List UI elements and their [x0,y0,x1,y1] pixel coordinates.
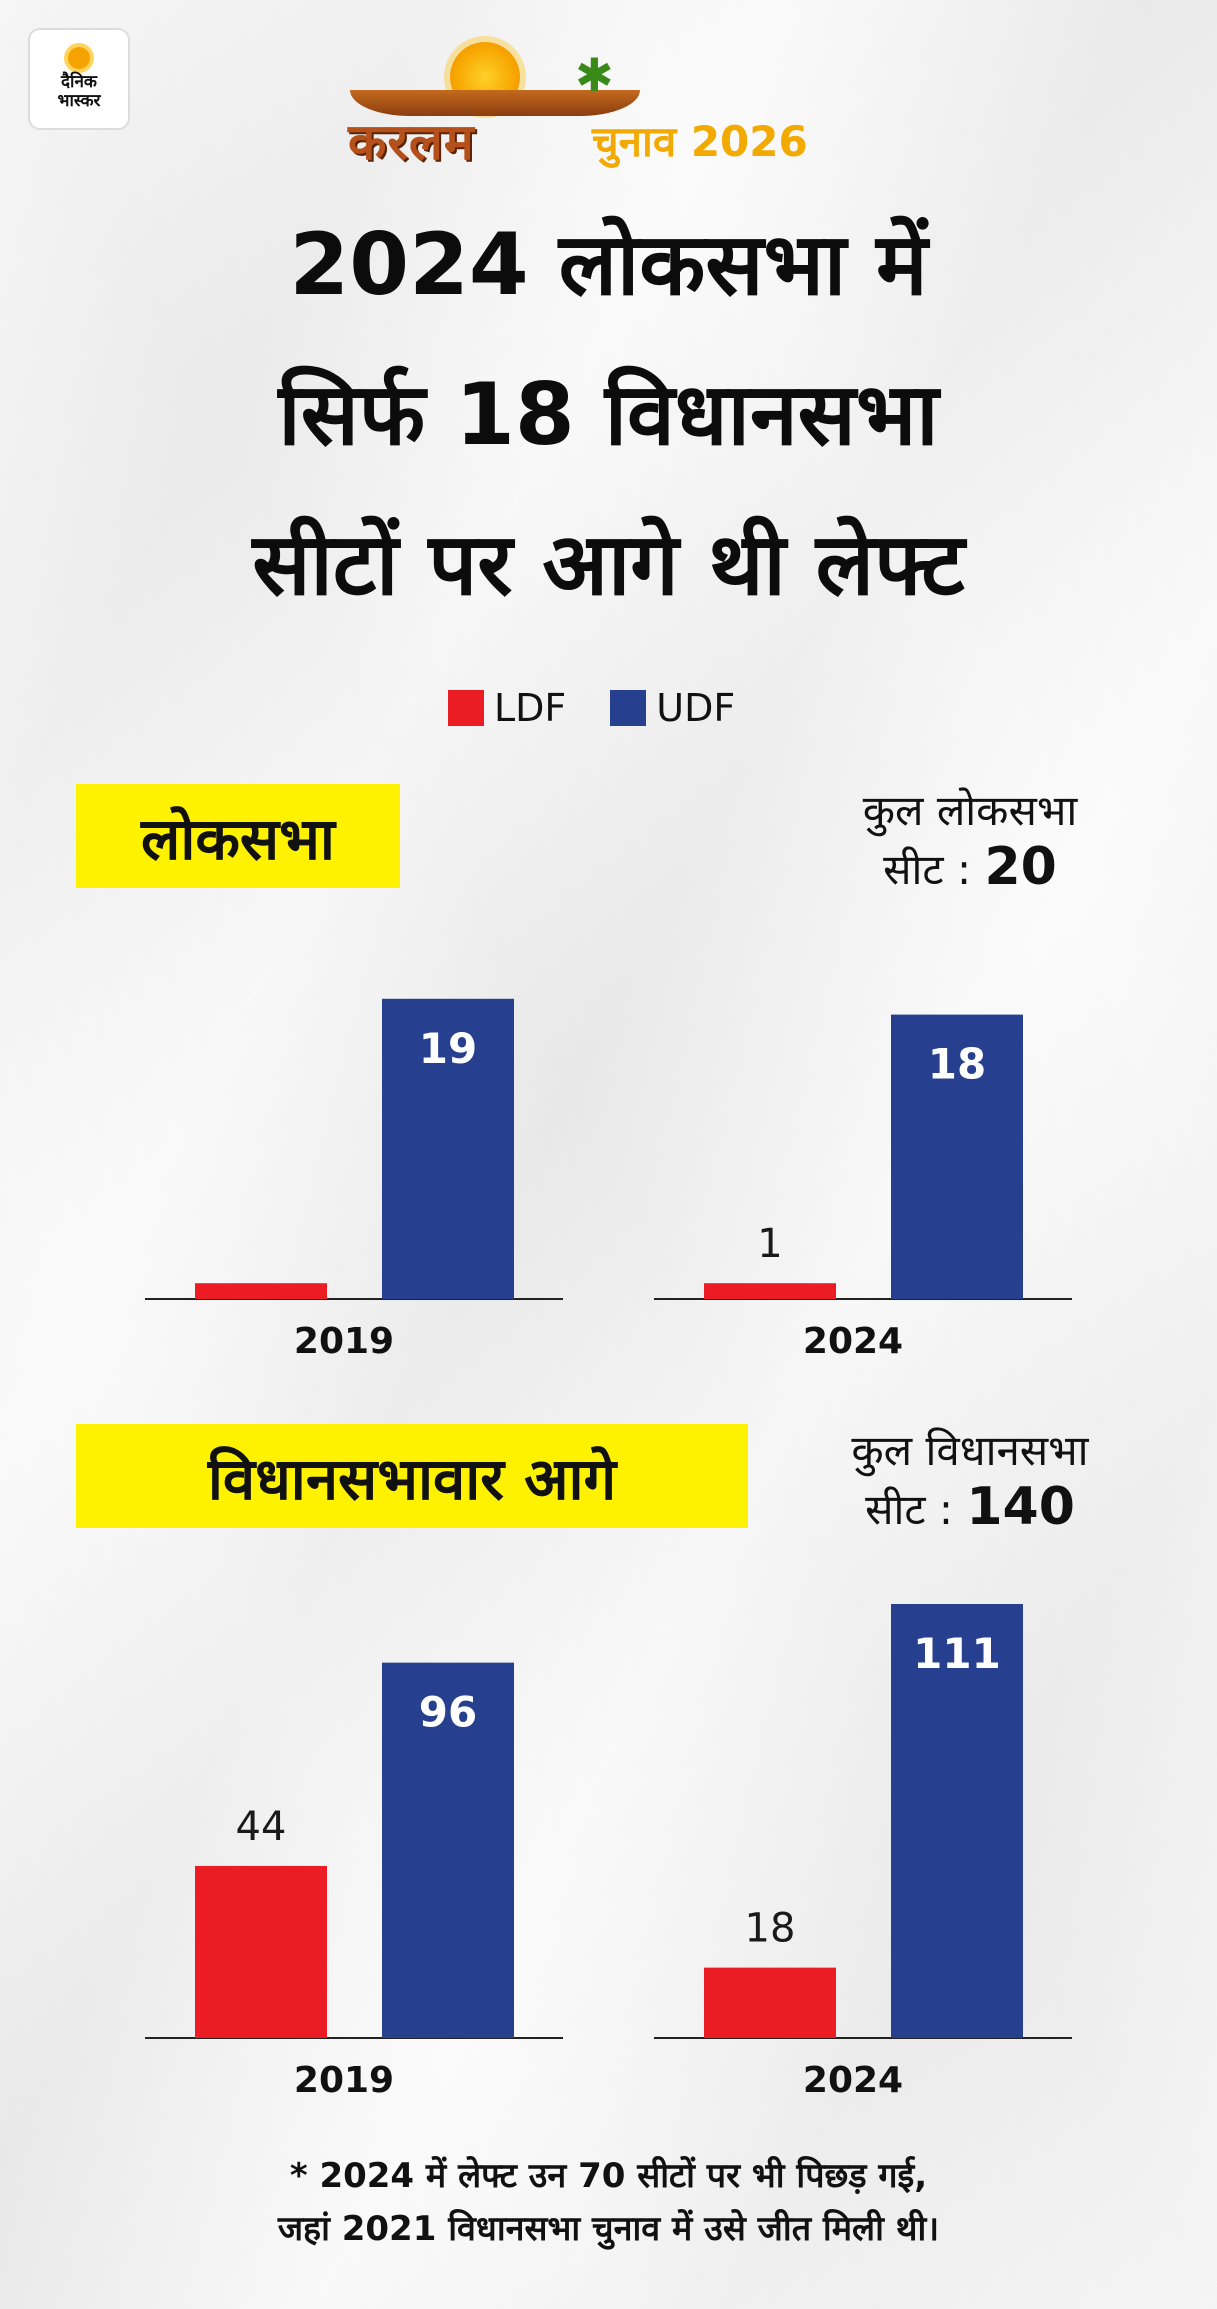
keralam-election-banner: ✱ करलम चुनाव 2026 [340,42,900,171]
section-label-loksabha: लोकसभा [76,784,400,888]
banner-keralam-text: करलम [348,113,475,171]
chart-legend: LDF UDF [448,686,779,730]
total-seats-vidhansabha: कुल विधानसभा सीट : 140 [790,1426,1150,1539]
bar-udf-2019 [382,998,514,1299]
x-tick-label-2024: 2024 [803,2060,903,2101]
footnote-line-1: * 2024 में लेफ्ट उन 70 सीटों पर भी पिछड़… [289,2156,928,2196]
x-tick-label-2019: 2019 [294,2060,394,2101]
data-label-ldf-2024: 18 [745,1906,796,1952]
total-seats-loksabha: कुल लोकसभा सीट : 20 [790,786,1150,899]
data-label-udf-2024: 18 [928,1040,986,1089]
total-seats-vidhansabha-value: 140 [966,1477,1075,1538]
footnote: * 2024 में लेफ्ट उन 70 सीटों पर भी पिछड़… [0,2150,1217,2255]
data-label-ldf-2019: 44 [236,1804,287,1850]
palm-tree-icon: ✱ [575,48,614,102]
total-seats-loksabha-prefix: सीट : [883,845,972,895]
data-label-udf-2019: 19 [419,1024,477,1073]
footnote-line-2: जहां 2021 विधानसभा चुनाव में उसे जीत मिल… [277,2208,940,2249]
total-seats-loksabha-text: कुल लोकसभा [862,786,1078,835]
headline-line-2: सिर्फ 18 विधानसभा [278,365,939,465]
x-tick-label-2024: 2024 [803,1321,903,1362]
data-label-udf-2024: 111 [913,1629,1001,1678]
total-seats-loksabha-value: 20 [984,837,1057,898]
logo-line-2: भास्कर [57,91,101,111]
boat-icon [350,90,640,116]
legend-swatch-udf [610,690,647,726]
bar-ldf-2024 [704,1283,836,1299]
legend-label-ldf: LDF [494,686,567,730]
headline-line-1: 2024 लोकसभा में [289,215,928,315]
x-tick-label-2019: 2019 [294,1321,394,1362]
legend-label-udf: UDF [656,686,736,730]
bar-udf-2019 [382,1662,514,2038]
logo-line-1: दैनिक [61,72,97,92]
bar-ldf-2024 [704,1967,836,2038]
legend-item-ldf: LDF [448,686,566,730]
data-label-ldf-2024: 1 [757,1221,782,1267]
dainik-bhaskar-logo: दैनिक भास्कर [28,28,130,130]
headline-line-3: सीटों पर आगे थी लेफ्ट [252,515,965,615]
sun-icon [68,47,90,69]
bar-ldf-2019 [195,1283,327,1299]
legend-item-udf: UDF [610,686,735,730]
bar-ldf-2019 [195,1865,327,2038]
bar-udf-2024 [891,1604,1023,2038]
bar-udf-2024 [891,1014,1023,1299]
legend-swatch-ldf [448,690,484,726]
banner-chunav-text: चुनाव 2026 [592,117,808,166]
total-seats-vidhansabha-text: कुल विधानसभा [851,1426,1089,1475]
total-seats-vidhansabha-prefix: सीट : [865,1485,954,1535]
data-label-udf-2019: 96 [419,1688,477,1737]
section-label-vidhansabha: विधानसभावार आगे [76,1424,748,1528]
